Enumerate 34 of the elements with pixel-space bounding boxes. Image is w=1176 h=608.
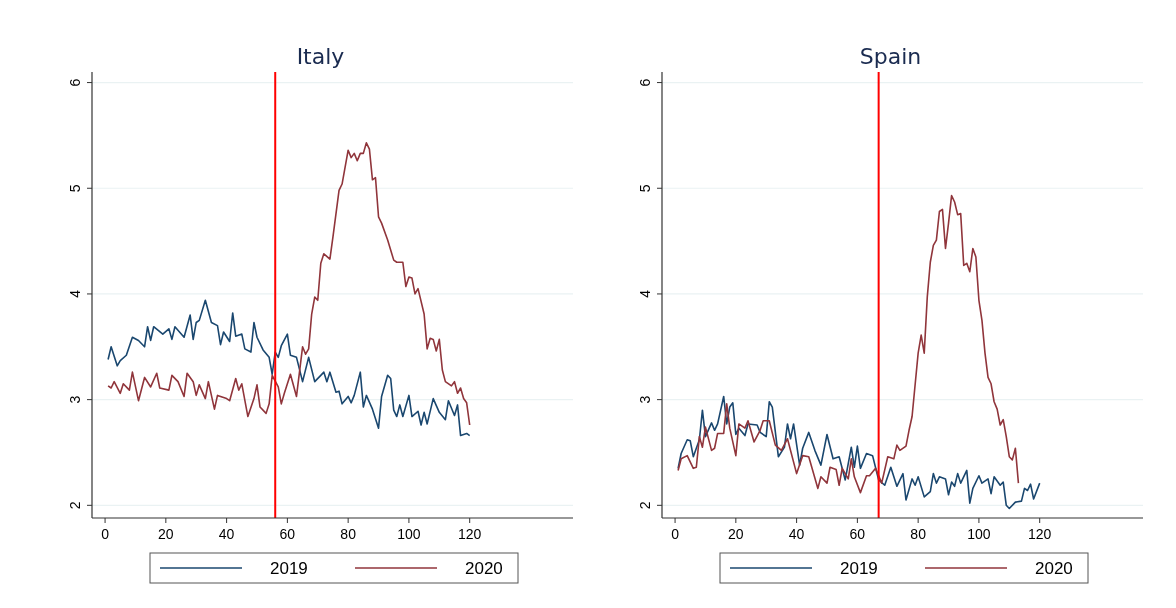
y-tick-label: 3 xyxy=(637,395,653,404)
x-tick-label: 20 xyxy=(728,526,744,542)
legend-label: 2020 xyxy=(1035,559,1073,578)
x-tick-label: 120 xyxy=(1028,526,1052,542)
y-tick-label: 5 xyxy=(67,184,83,193)
x-tick-label: 0 xyxy=(101,526,110,542)
x-tick-label: 80 xyxy=(910,526,927,542)
legend-label: 2019 xyxy=(840,559,878,578)
x-tick-label: 0 xyxy=(671,526,680,542)
y-tick-label: 6 xyxy=(67,78,83,87)
x-tick-label: 80 xyxy=(340,526,357,542)
line-series xyxy=(107,142,471,426)
x-tick-label: 100 xyxy=(397,526,421,542)
x-tick-label: 40 xyxy=(218,526,235,542)
y-tick-label: 4 xyxy=(637,289,653,298)
x-tick-label: 40 xyxy=(788,526,805,542)
x-tick-label: 20 xyxy=(158,526,174,542)
y-tick-label: 2 xyxy=(637,501,653,510)
x-tick-label: 100 xyxy=(967,526,991,542)
y-tick-label: 2 xyxy=(67,501,83,510)
y-tick-label: 5 xyxy=(637,184,653,193)
x-tick-label: 60 xyxy=(279,526,296,542)
line-series xyxy=(107,299,471,437)
line-series xyxy=(677,194,1020,494)
chart-title: Italy xyxy=(296,44,345,69)
chart-title: Spain xyxy=(859,44,922,69)
x-tick-label: 60 xyxy=(849,526,866,542)
y-tick-label: 3 xyxy=(67,395,83,404)
y-tick-label: 6 xyxy=(637,78,653,87)
legend-label: 2019 xyxy=(270,559,308,578)
x-tick-label: 120 xyxy=(458,526,482,542)
legend-label: 2020 xyxy=(465,559,503,578)
y-tick-label: 4 xyxy=(67,289,83,298)
line-series xyxy=(677,395,1041,510)
